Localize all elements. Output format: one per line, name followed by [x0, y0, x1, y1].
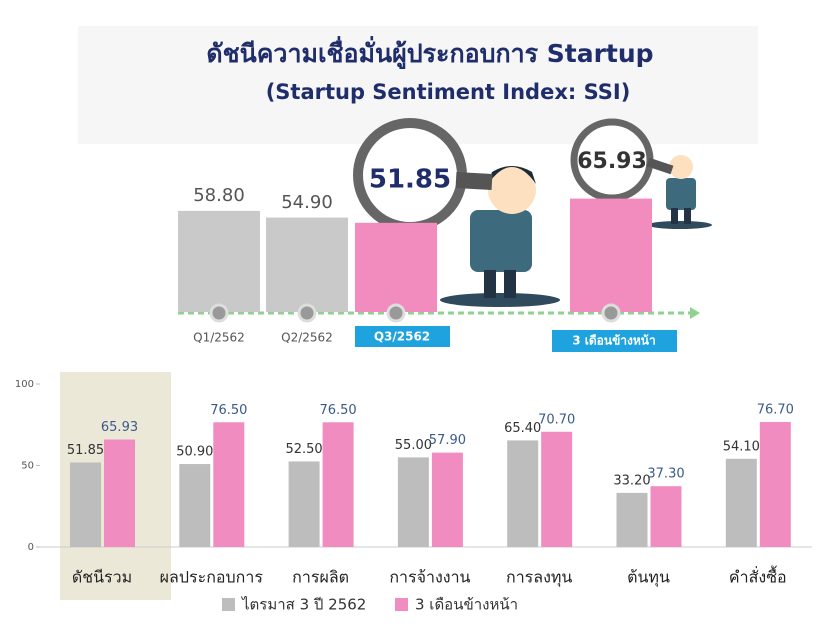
- value-label: 65.93: [101, 420, 138, 435]
- value-label: 76.50: [319, 403, 356, 418]
- category-label: Q2/2562: [281, 331, 333, 345]
- x-tick-label: ต้นทุน: [627, 568, 670, 588]
- category-label: Q1/2562: [193, 331, 245, 345]
- x-tick-label: การจ้างงาน: [389, 568, 470, 587]
- subtitle: (Startup Sentiment Index: SSI): [266, 80, 631, 104]
- y-tick-label: 50: [21, 461, 34, 472]
- bar: [213, 422, 245, 547]
- value-label: 51.85: [369, 165, 451, 195]
- timeline-dot: [386, 303, 406, 323]
- bar: [725, 458, 757, 547]
- label-box: [355, 326, 450, 347]
- arrow-head: [690, 307, 700, 319]
- magnifier-handle: [455, 172, 493, 190]
- bar: [288, 461, 320, 547]
- bar: [178, 210, 260, 312]
- x-tick-label: การลงทุน: [506, 568, 572, 588]
- x-tick-label: ผลประกอบการ: [160, 568, 264, 587]
- x-tick-label: ดัชนีรวม: [72, 568, 132, 587]
- person-small: [648, 155, 712, 229]
- bar: [570, 198, 652, 312]
- bar: [650, 486, 682, 547]
- value-label: 33.20: [613, 473, 650, 488]
- value-label: 52.50: [285, 442, 322, 457]
- category-label: 3 เดือนข้างหน้า: [572, 334, 655, 348]
- value-label: 76.70: [757, 402, 794, 417]
- bar: [104, 439, 135, 547]
- y-tick-label: 0: [28, 542, 34, 553]
- value-label: 37.30: [647, 467, 684, 482]
- value-label: 70.70: [538, 412, 575, 427]
- legend-swatch: [395, 598, 408, 611]
- bar: [397, 457, 429, 547]
- value-label: 50.90: [176, 445, 213, 460]
- bar: [179, 464, 211, 547]
- value-label: 54.90: [281, 192, 333, 213]
- bar: [616, 492, 648, 547]
- value-label: 65.40: [504, 421, 541, 436]
- x-tick-label: คำสั่งซื้อ: [729, 566, 787, 587]
- category-label: Q3/2562: [374, 330, 430, 344]
- legend-swatch: [222, 598, 235, 611]
- value-label: 57.90: [429, 433, 466, 448]
- bar: [759, 421, 791, 547]
- person-large: [440, 166, 560, 307]
- value-label: 58.80: [193, 185, 245, 206]
- value-label: 54.10: [723, 439, 760, 454]
- bar: [507, 440, 539, 547]
- title: ดัชนีความเชื่อมั่นผู้ประกอบการ Startup: [206, 36, 653, 70]
- bar: [431, 452, 463, 547]
- bar: [266, 217, 348, 312]
- bar: [322, 422, 354, 547]
- bar: [355, 222, 437, 312]
- y-tick-label: 100: [15, 379, 34, 390]
- value-label: 55.00: [395, 438, 432, 453]
- bar: [70, 462, 101, 547]
- value-label: 65.93: [577, 149, 647, 174]
- x-tick-label: การผลิต: [292, 568, 349, 587]
- timeline-dot: [209, 303, 229, 323]
- timeline-dot: [601, 303, 621, 323]
- timeline-dot: [297, 303, 317, 323]
- value-label: 51.85: [67, 443, 104, 458]
- value-label: 76.50: [210, 403, 247, 418]
- bar: [541, 431, 573, 547]
- legend-label: 3 เดือนข้างหน้า: [415, 596, 518, 614]
- label-box: [552, 330, 677, 352]
- magnifier-handle: [646, 157, 674, 175]
- legend-label: ไตรมาส 3 ปี 2562: [241, 596, 366, 614]
